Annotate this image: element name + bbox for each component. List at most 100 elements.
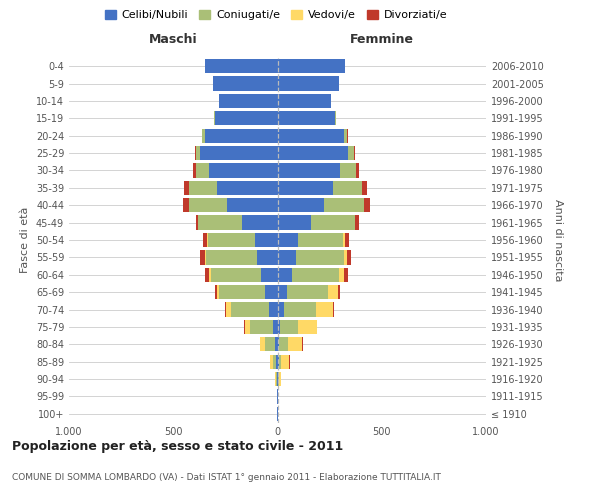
Bar (274, 320, 277, 334)
Bar (208, 233, 254, 247)
Bar (345, 233, 349, 247)
Bar (194, 146, 196, 160)
Bar (298, 233, 343, 247)
Bar (325, 198, 364, 212)
Bar (333, 180, 362, 195)
Bar (277, 128, 344, 143)
Bar (245, 320, 250, 334)
Bar (265, 337, 275, 351)
Text: Maschi: Maschi (149, 33, 197, 46)
Bar (344, 128, 347, 143)
Bar (184, 198, 188, 212)
Bar (275, 337, 277, 351)
Bar (215, 285, 217, 300)
Bar (339, 268, 344, 282)
Bar (205, 128, 277, 143)
Bar (362, 180, 367, 195)
Bar (205, 250, 206, 264)
Bar (277, 180, 333, 195)
Bar (279, 372, 281, 386)
Text: Popolazione per età, sesso e stato civile - 2011: Popolazione per età, sesso e stato civil… (12, 440, 343, 453)
Bar (260, 337, 265, 351)
Bar (287, 337, 302, 351)
Bar (277, 250, 296, 264)
Bar (226, 302, 230, 316)
Bar (316, 302, 333, 316)
Bar (184, 180, 189, 195)
Bar (276, 354, 277, 369)
Bar (196, 146, 200, 160)
Bar (196, 216, 198, 230)
Bar (355, 216, 359, 230)
Bar (205, 59, 277, 74)
Bar (198, 216, 242, 230)
Bar (277, 198, 325, 212)
Bar (277, 111, 335, 126)
Bar (277, 94, 331, 108)
Bar (277, 233, 298, 247)
Bar (230, 302, 269, 316)
Bar (278, 354, 281, 369)
Bar (349, 146, 353, 160)
Bar (211, 268, 261, 282)
Bar (298, 320, 317, 334)
Bar (347, 128, 348, 143)
Bar (200, 250, 205, 264)
Bar (335, 111, 336, 126)
Bar (353, 146, 355, 160)
Bar (277, 354, 278, 369)
Bar (347, 250, 352, 264)
Bar (270, 354, 273, 369)
Bar (217, 285, 219, 300)
Bar (277, 302, 284, 316)
Bar (277, 372, 278, 386)
Bar (292, 268, 339, 282)
Bar (250, 320, 274, 334)
Bar (215, 111, 277, 126)
Bar (269, 302, 277, 316)
Bar (277, 146, 349, 160)
Bar (219, 285, 265, 300)
Text: COMUNE DI SOMMA LOMBARDO (VA) - Dati ISTAT 1° gennaio 2011 - Elaborazione TUTTIT: COMUNE DI SOMMA LOMBARDO (VA) - Dati IST… (12, 473, 441, 482)
Bar (265, 285, 277, 300)
Bar (273, 354, 276, 369)
Bar (203, 233, 207, 247)
Bar (364, 198, 370, 212)
Bar (277, 59, 345, 74)
Text: Femmine: Femmine (350, 33, 414, 46)
Bar (189, 198, 227, 212)
Bar (280, 320, 298, 334)
Bar (217, 180, 277, 195)
Bar (257, 250, 277, 264)
Bar (279, 337, 287, 351)
Bar (338, 285, 340, 300)
Bar (277, 285, 287, 300)
Bar (196, 164, 209, 177)
Bar (277, 164, 340, 177)
Y-axis label: Fasce di età: Fasce di età (20, 207, 30, 273)
Bar (344, 250, 347, 264)
Bar (343, 233, 345, 247)
Bar (209, 164, 277, 177)
Bar (206, 250, 257, 264)
Bar (205, 268, 209, 282)
Bar (225, 302, 226, 316)
Bar (356, 164, 359, 177)
Bar (214, 111, 215, 126)
Bar (277, 216, 311, 230)
Bar (209, 268, 211, 282)
Bar (281, 354, 289, 369)
Bar (254, 233, 277, 247)
Legend: Celibi/Nubili, Coniugati/e, Vedovi/e, Divorziati/e: Celibi/Nubili, Coniugati/e, Vedovi/e, Di… (100, 6, 452, 25)
Bar (333, 302, 334, 316)
Bar (277, 268, 292, 282)
Bar (277, 337, 279, 351)
Bar (278, 372, 279, 386)
Bar (287, 285, 328, 300)
Bar (200, 146, 277, 160)
Bar (328, 285, 338, 300)
Bar (296, 250, 344, 264)
Bar (277, 320, 280, 334)
Bar (344, 268, 348, 282)
Bar (340, 164, 356, 177)
